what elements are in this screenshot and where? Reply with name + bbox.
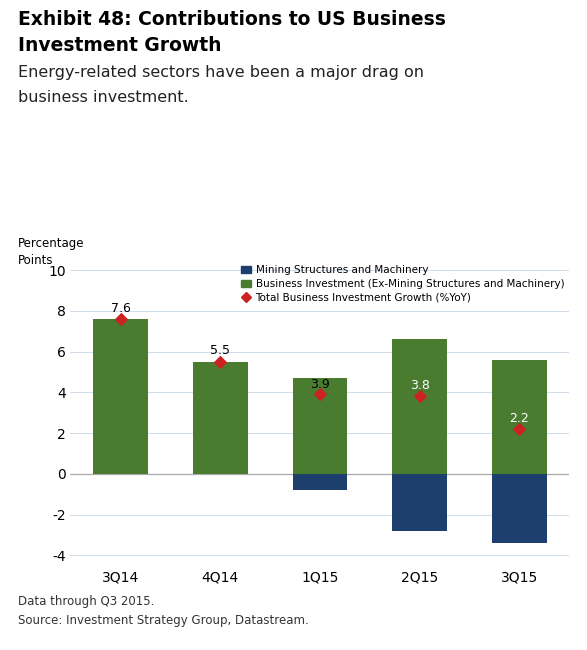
Text: 5.5: 5.5 [210,344,230,358]
Point [415,391,424,402]
Point [315,389,325,400]
Point [515,424,524,434]
Bar [392,474,447,531]
Bar [93,319,148,474]
Text: 2.2: 2.2 [510,412,529,425]
Text: Exhibit 48: Contributions to US Business: Exhibit 48: Contributions to US Business [18,10,446,29]
Bar [492,474,546,543]
Bar [292,378,348,474]
Text: Energy-related sectors have been a major drag on: Energy-related sectors have been a major… [18,65,424,80]
Text: 3.9: 3.9 [310,378,330,391]
Text: 3.8: 3.8 [410,380,430,393]
Legend: Mining Structures and Machinery, Business Investment (Ex-Mining Structures and M: Mining Structures and Machinery, Busines… [241,265,564,302]
Point [215,357,225,367]
Text: business investment.: business investment. [18,90,188,105]
Text: Percentage: Percentage [18,237,84,250]
Text: Data through Q3 2015.
Source: Investment Strategy Group, Datastream.: Data through Q3 2015. Source: Investment… [18,595,308,627]
Bar [492,360,546,474]
Bar [392,339,447,474]
Text: Investment Growth: Investment Growth [18,36,221,55]
Bar [193,362,248,474]
Text: 7.6: 7.6 [110,302,130,315]
Text: Points: Points [18,254,53,266]
Point [116,314,125,324]
Bar [292,474,348,490]
